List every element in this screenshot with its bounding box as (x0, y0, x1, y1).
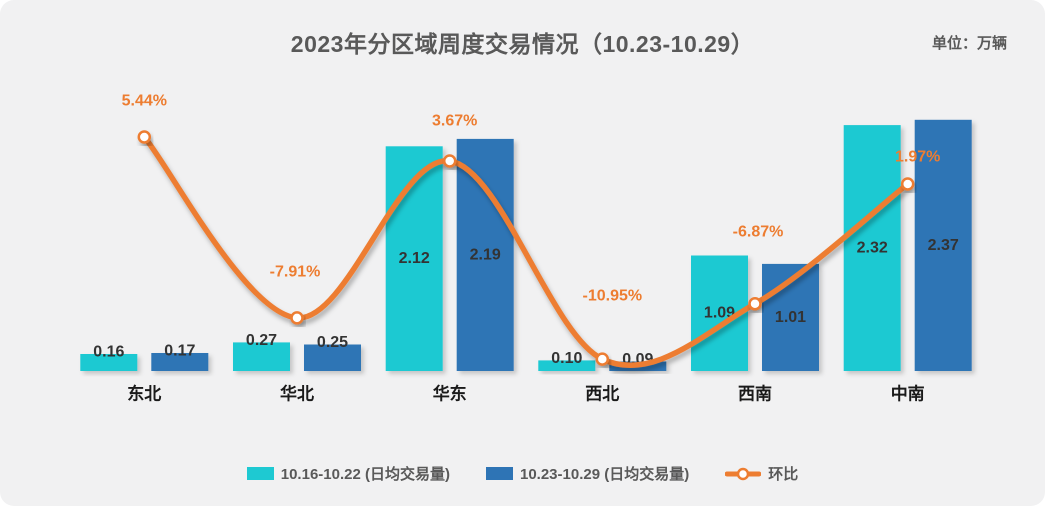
bar (151, 353, 209, 371)
legend-label: 10.23-10.29 (日均交易量) (519, 466, 690, 483)
x-axis: 东北 华北 华东 西北 西南 中南 (66, 370, 985, 404)
x-axis-label: 西北 (585, 385, 619, 404)
pct-change-label: 3.67% (432, 113, 477, 130)
bar (914, 119, 972, 371)
chart-title: 2023年分区域周度交易情况（10.23-10.29） (290, 31, 755, 57)
x-axis-label: 华北 (280, 384, 314, 404)
legend-item: 环比 (725, 463, 798, 484)
pct-change-label: -6.87% (733, 223, 784, 240)
bar-value-label: 1.01 (775, 309, 806, 326)
labels-layer: 5.44% -7.91% 3.67% -10.95% -6.87% 1.97% (122, 93, 941, 305)
x-axis-label: 中南 (891, 384, 925, 404)
bar-value-label: 2.32 (857, 240, 888, 257)
bar-value-label: 0.16 (93, 344, 124, 361)
bar (843, 125, 901, 371)
line-marker (442, 154, 457, 168)
pct-change-label: -10.95% (583, 288, 643, 305)
x-axis-label: 东北 (127, 384, 161, 404)
bar-value-label: 0.10 (551, 350, 582, 367)
bar (538, 360, 596, 371)
line-marker (137, 130, 152, 144)
line-marker (900, 177, 915, 191)
bar-value-label: 0.17 (164, 343, 195, 360)
bar-value-label: 2.19 (470, 246, 501, 263)
bar-value-label: 0.25 (317, 334, 348, 351)
unit-label: 单位：万辆 (931, 35, 1007, 52)
legend-label: 10.16-10.22 (日均交易量) (280, 466, 450, 483)
line-marker (290, 311, 304, 325)
bar-value-label: 1.09 (704, 305, 735, 322)
bar-value-label: 2.37 (928, 237, 959, 254)
bar-value-label: 0.27 (246, 332, 277, 349)
line-marker (748, 297, 762, 311)
legend-bar-swatch (485, 467, 513, 480)
legend-line-swatch (725, 467, 762, 480)
legend-item: 10.16-10.22 (日均交易量) (246, 463, 450, 484)
line-series-layer (137, 130, 915, 368)
pct-change-label: 5.44% (122, 93, 167, 110)
bar (304, 344, 361, 371)
x-axis-label: 西南 (738, 384, 772, 404)
line-marker (595, 352, 610, 366)
legend-bar-swatch (246, 467, 274, 480)
legend-label: 环比 (768, 466, 799, 483)
bar (80, 354, 138, 371)
bar-value-label: 2.12 (399, 250, 430, 267)
pct-change-label: -7.91% (270, 263, 321, 280)
x-axis-label: 华东 (433, 384, 467, 404)
pct-change-label: 1.97% (895, 149, 940, 166)
chart-legend: 10.16-10.22 (日均交易量) 10.23-10.29 (日均交易量) 环比 (0, 463, 1045, 484)
legend-item: 10.23-10.29 (日均交易量) (485, 463, 690, 484)
bar (233, 342, 290, 371)
bar (456, 138, 514, 371)
